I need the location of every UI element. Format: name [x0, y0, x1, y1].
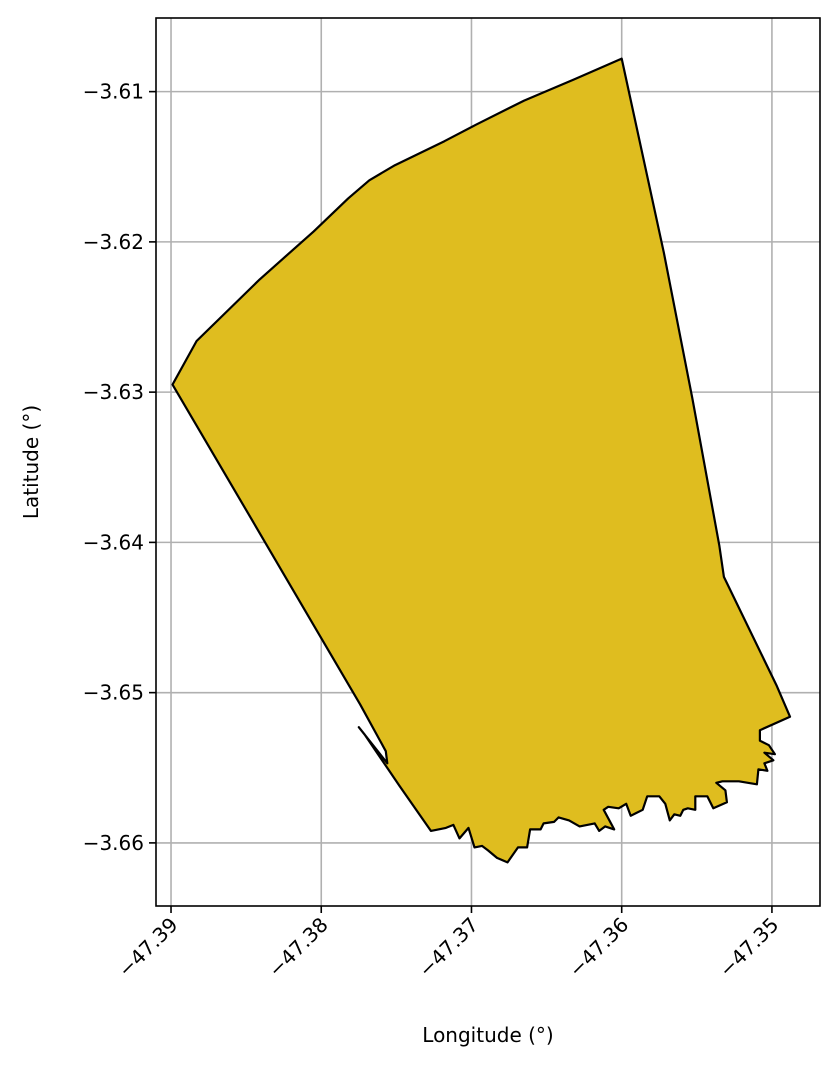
y-tick-label: −3.63: [83, 380, 144, 404]
plot-frame: [155, 17, 821, 907]
x-tick-label: −47.38: [263, 913, 332, 982]
y-tick-label: −3.64: [83, 530, 144, 554]
y-tick-label: −3.65: [83, 681, 144, 705]
x-tick-label: −47.39: [113, 913, 182, 982]
x-axis-label: Longitude (°): [422, 1023, 553, 1047]
region-polygon: [171, 57, 792, 864]
y-tick-label: −3.62: [83, 230, 144, 254]
y-axis-ticks: −3.61 −3.62 −3.63 −3.64 −3.65 −3.66: [83, 80, 156, 855]
y-axis-label: Latitude (°): [19, 405, 43, 519]
x-tick-label: −47.37: [414, 913, 483, 982]
y-tick-label: −3.66: [83, 831, 144, 855]
x-tick-label: −47.36: [564, 913, 633, 982]
x-axis-ticks: −47.39 −47.38 −47.37 −47.36 −47.35: [113, 906, 783, 982]
x-tick-label: −47.35: [714, 913, 783, 982]
y-tick-label: −3.61: [83, 80, 144, 104]
